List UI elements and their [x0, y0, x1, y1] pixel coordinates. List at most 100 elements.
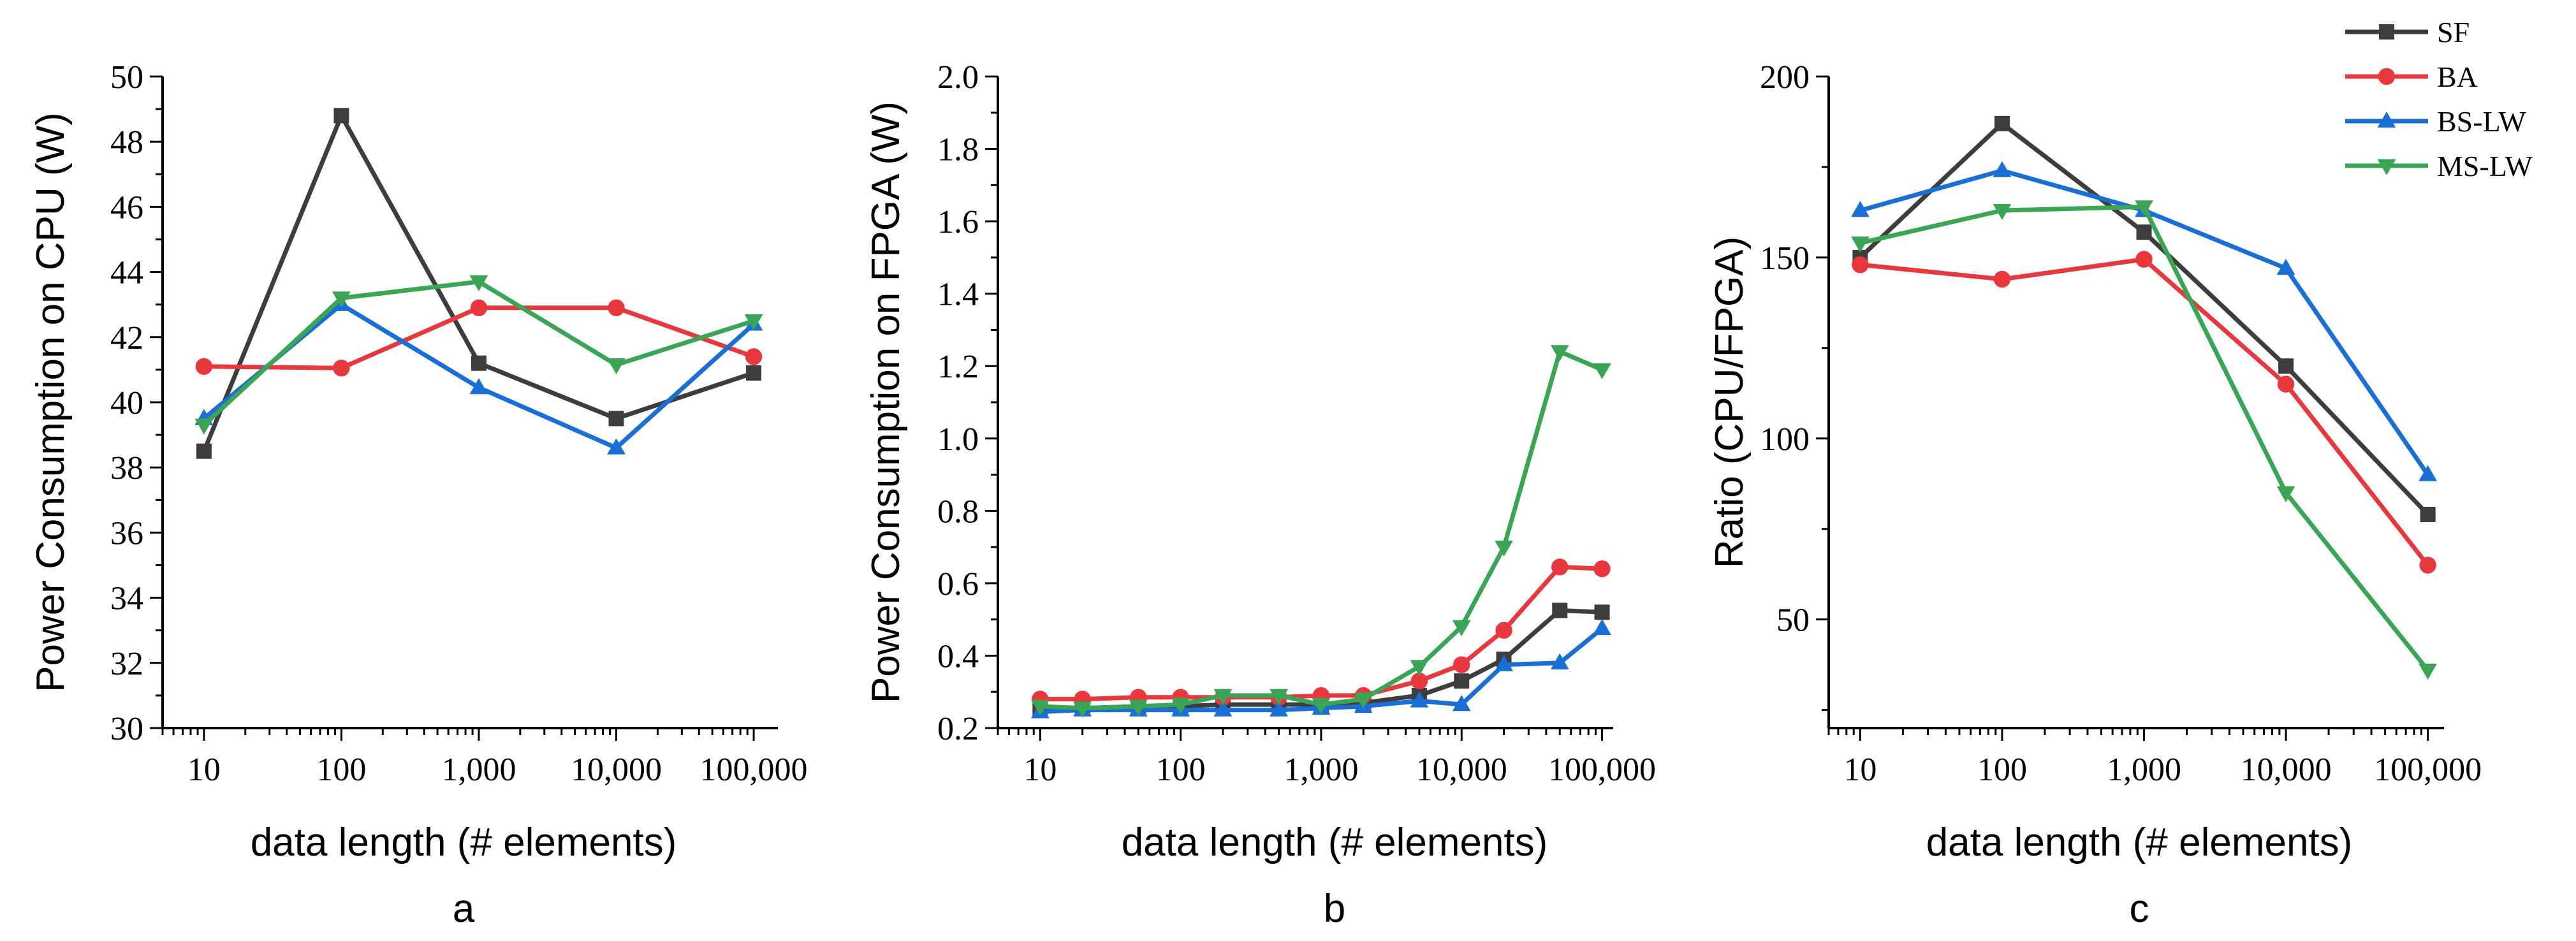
y-tick-label: 2.0: [937, 59, 979, 96]
data-point: [194, 418, 214, 435]
legend-marker: [2377, 159, 2396, 175]
panel-c: 50 100 150 200 10 100 1,000 10,000 100,000 Ratio …: [1708, 59, 2482, 931]
x-tick-label: 10,000: [2241, 752, 2332, 788]
data-point: [1594, 604, 1610, 620]
data-point: [1270, 689, 1289, 705]
data-point: [745, 348, 763, 365]
x-axis-title: data length (# elements): [251, 821, 677, 864]
y-axis-title: Power Consumption on FPGA (W): [864, 101, 908, 703]
y-tick-label: 50: [1776, 602, 1810, 639]
y-tick-label: 100: [1760, 421, 1810, 458]
x-tick-label: 100,000: [1548, 752, 1656, 788]
x-tick-label: 1,000: [1284, 752, 1358, 788]
y-axis-title: Ratio (CPU/FPGA): [1708, 237, 1752, 568]
data-point: [1213, 700, 1233, 717]
data-point: [744, 314, 763, 331]
data-point: [1550, 653, 1569, 669]
y-tick-label: 0.6: [937, 566, 979, 602]
data-point: [1410, 660, 1429, 676]
data-point: [1073, 701, 1092, 718]
data-point: [471, 355, 487, 371]
x-tick-label: 100,000: [700, 752, 808, 788]
data-point: [469, 378, 488, 395]
y-tick-label: 32: [110, 646, 143, 682]
series-line: [1860, 257, 2430, 567]
data-point: [1129, 699, 1148, 716]
series-ms-lw: [1850, 200, 2438, 680]
data-point: [2277, 376, 2295, 393]
legend-item-bs-lw: BS-LW: [2345, 105, 2526, 138]
legend-item-ba: BA: [2345, 61, 2478, 93]
data-point: [1410, 672, 1428, 690]
data-point: [1452, 695, 1471, 711]
data-point: [333, 360, 350, 377]
data-point: [1850, 201, 1870, 217]
data-point: [1213, 689, 1233, 705]
data-point: [2419, 465, 2438, 481]
series-ba: [1032, 558, 1611, 708]
data-point: [746, 365, 762, 381]
x-tick-label: 100: [1156, 752, 1206, 788]
data-point: [607, 358, 626, 375]
y-tick-label: 1.2: [937, 349, 979, 385]
legend-label: SF: [2437, 16, 2470, 48]
data-point: [2276, 486, 2295, 502]
y-tick-label: 1.8: [937, 132, 979, 168]
data-point: [1354, 692, 1373, 709]
y-tick-label: 0.2: [937, 711, 979, 747]
y-tick-label: 40: [110, 385, 143, 421]
panel-label: b: [1324, 887, 1345, 931]
y-tick-label: 150: [1760, 240, 1810, 277]
y-tick-label: 0.4: [937, 638, 979, 675]
legend-marker: [2378, 68, 2396, 85]
data-point: [2135, 251, 2153, 268]
y-tick-label: 38: [110, 450, 143, 486]
data-point: [1551, 558, 1569, 576]
legend-label: MS-LW: [2437, 150, 2533, 182]
data-point: [1993, 270, 2011, 288]
data-point: [469, 275, 488, 291]
data-point: [1593, 560, 1611, 578]
series-ms-lw: [1030, 345, 1611, 718]
series-line: [1040, 564, 1602, 702]
data-point: [607, 438, 626, 455]
legend-label: BS-LW: [2437, 105, 2526, 138]
data-point: [2276, 258, 2295, 275]
y-tick-label: 46: [110, 189, 143, 226]
series-line: [1859, 204, 2430, 672]
data-point: [1452, 620, 1471, 637]
data-point: [1495, 622, 1512, 639]
legend-marker: [2377, 112, 2396, 128]
data-point: [1550, 345, 1569, 361]
data-point: [2420, 507, 2436, 523]
data-point: [1453, 656, 1470, 673]
x-tick-label: 10: [187, 752, 221, 788]
y-tick-label: 50: [110, 59, 143, 96]
legend: SF BA BS-LW MS-LW: [2345, 16, 2533, 182]
x-tick-label: 10: [1023, 752, 1057, 788]
x-tick-label: 100,000: [2374, 752, 2482, 788]
data-point: [608, 299, 625, 317]
data-point: [1993, 161, 2012, 177]
data-point: [1030, 699, 1050, 716]
panel-label: c: [2130, 887, 2149, 931]
data-point: [1454, 673, 1470, 689]
x-tick-label: 100: [316, 752, 366, 788]
panel-a: 30 32 34 36 38 40 42 44 46 48 50 10 100 1,000 10,000 10…: [29, 59, 808, 931]
data-point: [470, 299, 488, 317]
x-tick-label: 1,000: [2107, 752, 2181, 788]
x-tick-label: 100: [1977, 752, 2027, 788]
y-tick-label: 0.8: [937, 493, 979, 530]
data-point: [1593, 618, 1611, 636]
y-tick-label: 30: [110, 711, 143, 747]
y-tick-label: 44: [110, 255, 143, 291]
data-point: [196, 443, 212, 459]
x-tick-label: 10,000: [571, 752, 662, 788]
y-tick-label: 1.4: [937, 277, 979, 313]
data-point: [195, 358, 213, 375]
y-tick-label: 36: [110, 515, 143, 551]
data-point: [1993, 203, 2012, 221]
panel-label: a: [453, 887, 475, 931]
legend-item-ms-lw: MS-LW: [2345, 150, 2533, 182]
data-point: [1410, 691, 1429, 708]
